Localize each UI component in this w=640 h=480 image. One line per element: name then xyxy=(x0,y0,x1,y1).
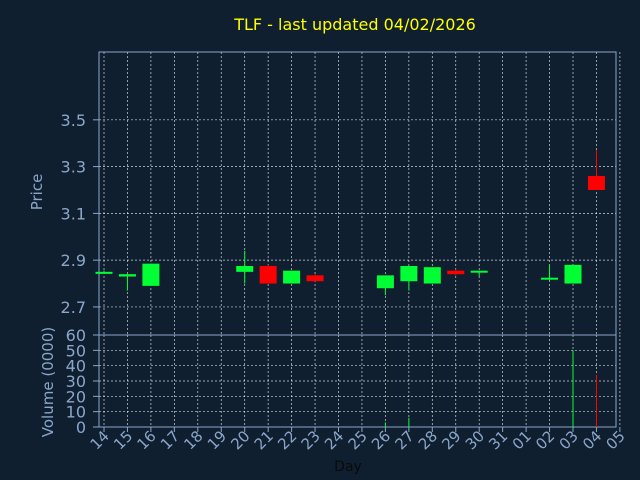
x-tick-label: 31 xyxy=(485,427,511,453)
x-tick-label: 23 xyxy=(298,427,324,453)
x-tick-label: 18 xyxy=(180,427,206,453)
volume-frame xyxy=(98,334,617,428)
price-tick-label: 2.9 xyxy=(61,251,86,270)
price-frame xyxy=(98,51,617,336)
x-tick-label: 29 xyxy=(438,427,464,453)
volume-tick-label: 50 xyxy=(66,341,86,360)
x-tick-label: 19 xyxy=(204,427,230,453)
volume-tick-label: 10 xyxy=(66,403,86,422)
x-tick-label: 04 xyxy=(579,427,605,453)
x-tick-label: 24 xyxy=(321,427,347,453)
x-tick-label: 16 xyxy=(133,427,159,453)
candle-body xyxy=(587,175,605,190)
x-tick-label: 02 xyxy=(532,427,558,453)
volume-tick-label: 40 xyxy=(66,357,86,376)
candle-body xyxy=(283,270,301,284)
volume-axis-label: Volume (0000) xyxy=(39,327,57,437)
candle-body xyxy=(142,263,160,286)
chart-title: TLF - last updated 04/02/2026 xyxy=(233,15,476,34)
x-tick-label: 05 xyxy=(602,427,628,453)
candle-body xyxy=(423,267,441,284)
candle-body xyxy=(541,277,559,280)
candle-body xyxy=(470,270,488,273)
x-tick-label: 15 xyxy=(110,427,136,453)
x-tick-label: 25 xyxy=(345,427,371,453)
x-tick-label: 01 xyxy=(509,427,535,453)
price-tick-label: 3.3 xyxy=(61,158,86,177)
candle-body xyxy=(118,274,136,277)
candle-body xyxy=(376,275,394,289)
x-tick-label: 28 xyxy=(415,427,441,453)
candle-body xyxy=(306,275,324,282)
candle-body xyxy=(236,266,254,272)
candle-body xyxy=(400,266,418,282)
x-tick-label: 22 xyxy=(274,427,300,453)
volume-tick-label: 60 xyxy=(66,326,86,345)
x-tick-label: 03 xyxy=(556,427,582,453)
x-tick-label: 14 xyxy=(87,427,113,453)
x-tick-label: 27 xyxy=(391,427,417,453)
x-tick-label: 30 xyxy=(462,427,488,453)
price-axis-label: Price xyxy=(28,174,46,211)
volume-tick-label: 0 xyxy=(76,418,86,437)
price-tick-label: 2.7 xyxy=(61,298,86,317)
volume-tick-label: 30 xyxy=(66,372,86,391)
x-tick-label: 20 xyxy=(227,427,253,453)
candle-body xyxy=(564,264,582,284)
price-tick-label: 3.1 xyxy=(61,204,86,223)
candle-body xyxy=(95,271,113,274)
x-axis-ticks: 1415161718192021222324252627282930310102… xyxy=(87,427,629,453)
x-tick-label: 17 xyxy=(157,427,183,453)
x-tick-label: 26 xyxy=(368,427,394,453)
volume-tick-label: 20 xyxy=(66,387,86,406)
candle-body xyxy=(447,270,465,275)
x-tick-label: 21 xyxy=(251,427,277,453)
price-panel: 2.7 2.9 3.1 3.3 3.5 xyxy=(61,51,621,336)
price-tick-label: 3.5 xyxy=(61,111,86,130)
x-axis-label: Day xyxy=(334,459,362,475)
candle-body xyxy=(259,266,277,284)
